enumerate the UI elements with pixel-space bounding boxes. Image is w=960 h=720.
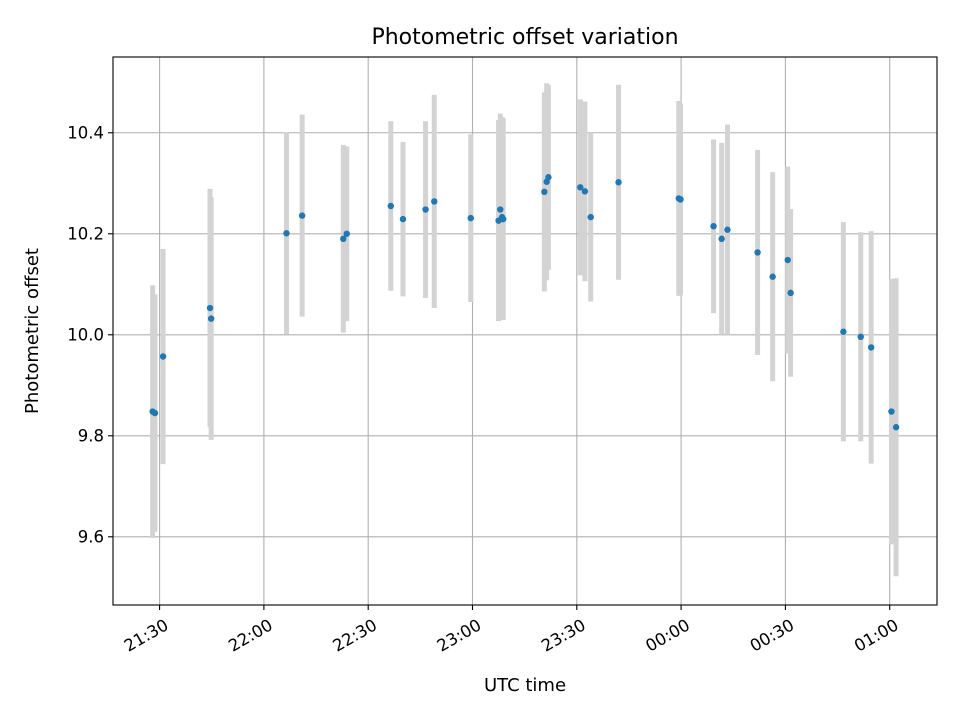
y-axis-label: Photometric offset	[22, 248, 43, 414]
data-point	[159, 353, 167, 360]
data-point	[399, 215, 407, 223]
data-point	[206, 304, 214, 312]
data-point	[892, 424, 900, 431]
data-point	[615, 179, 622, 186]
data-point	[340, 235, 347, 243]
data-point	[787, 289, 794, 297]
data-point	[769, 273, 776, 280]
data-point	[867, 344, 875, 351]
x-axis-label: UTC time	[484, 675, 566, 696]
data-point	[718, 235, 725, 243]
data-point	[467, 214, 474, 222]
data-point	[677, 196, 684, 203]
y-tick-label: 10.4	[67, 123, 104, 142]
data-point	[283, 230, 290, 237]
data-point	[587, 213, 594, 221]
plot-frame	[112, 56, 938, 606]
data-point	[840, 328, 847, 335]
data-point	[581, 188, 589, 195]
data-point	[541, 188, 548, 196]
data-point	[422, 206, 429, 213]
data-point	[577, 184, 584, 191]
y-tick-label: 10.2	[67, 224, 104, 243]
data-point	[387, 202, 394, 210]
data-point	[343, 230, 350, 237]
data-point	[784, 256, 791, 264]
data-point	[431, 198, 438, 205]
data-point	[207, 315, 215, 322]
data-point	[500, 215, 507, 223]
data-point	[298, 212, 306, 219]
data-point	[151, 409, 159, 417]
data-point	[497, 206, 504, 213]
data-point	[857, 333, 864, 341]
data-points	[149, 174, 900, 431]
chart-title: Photometric offset variation	[371, 25, 678, 50]
data-point	[724, 226, 731, 233]
data-point	[754, 249, 761, 256]
y-tick-label: 9.8	[78, 426, 104, 445]
data-point	[888, 408, 895, 415]
y-tick-label: 9.6	[78, 527, 104, 546]
data-point	[710, 222, 717, 230]
y-tick-label: 10.0	[67, 325, 104, 344]
data-point	[545, 174, 552, 181]
